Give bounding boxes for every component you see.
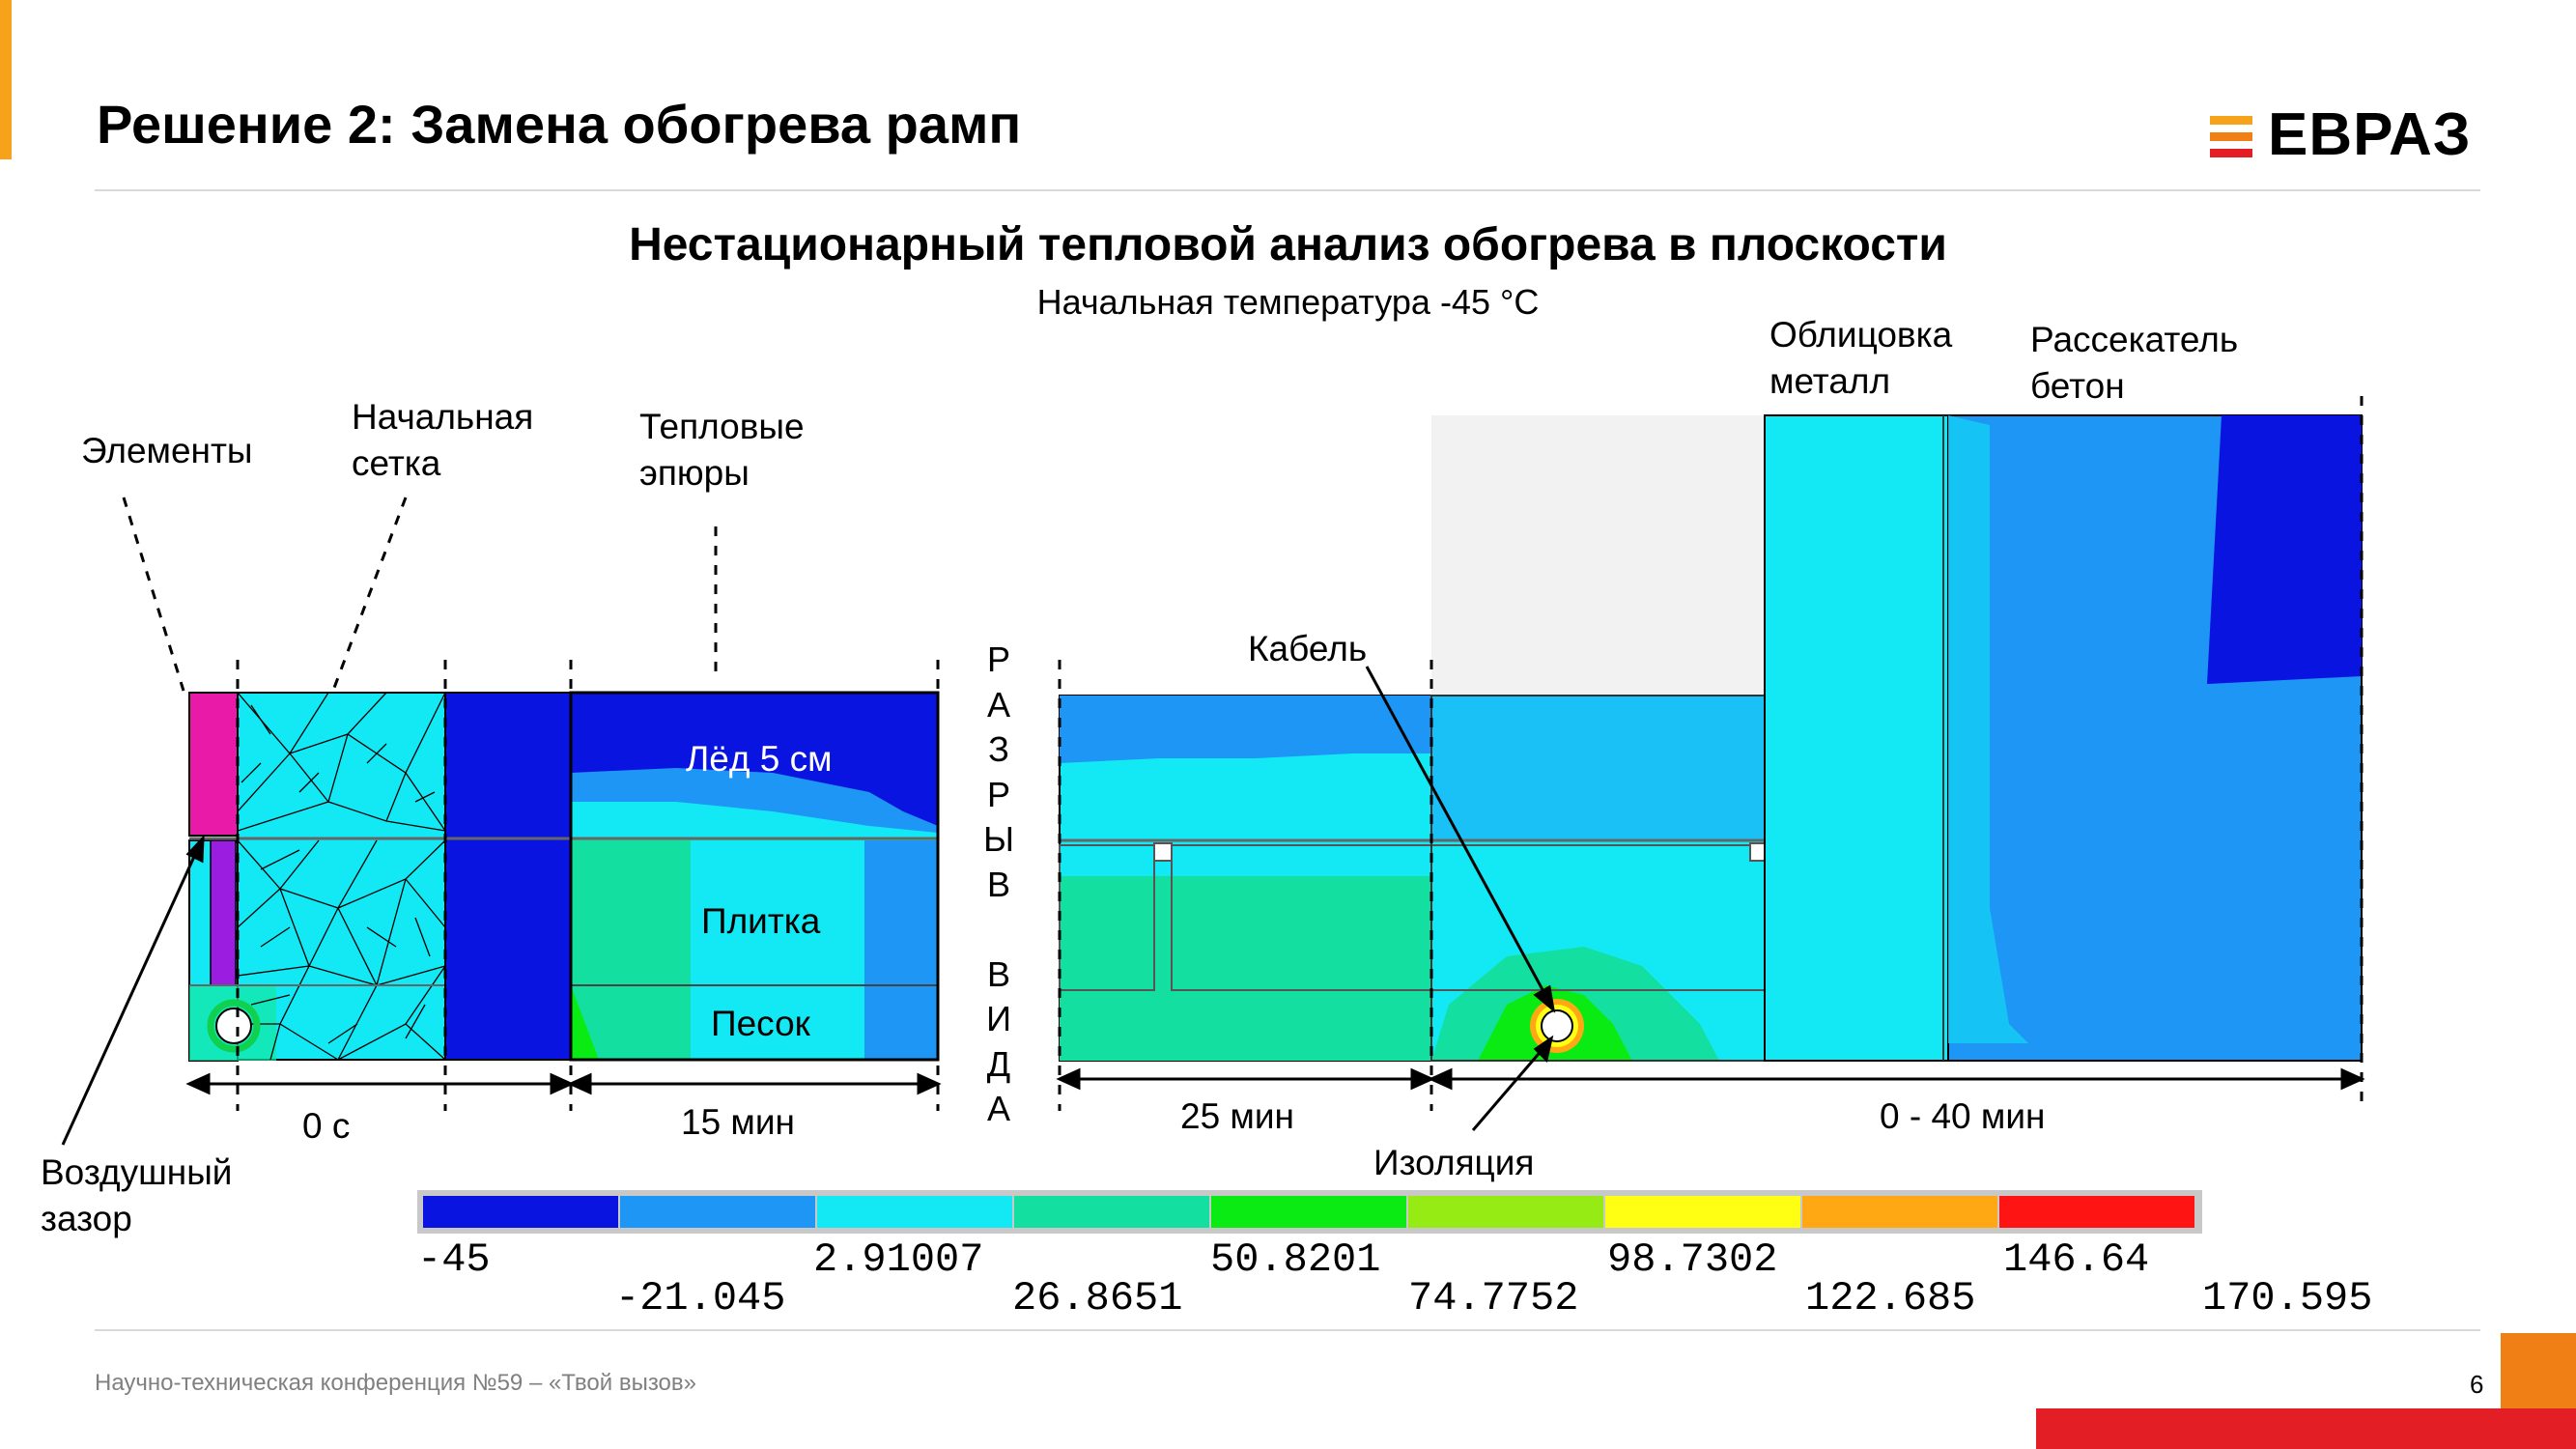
brand-orange-square [2501, 1333, 2576, 1408]
diagram-subheading: Начальная температура -45 °С [1036, 282, 1540, 322]
legend-value-top-4: 146.64 [2003, 1236, 2150, 1283]
slide-title: Решение 2: Замена обогрева рамп [97, 94, 1022, 155]
label-sand: Песок [711, 1004, 810, 1043]
time-label-0: 0 с [302, 1106, 351, 1146]
view-break-letter: В [986, 953, 1010, 994]
footer-text: Научно-техническая конференция №59 – «Тв… [95, 1370, 696, 1396]
logo-stripes-icon [2210, 116, 2252, 157]
view-break-letter: А [986, 1089, 1010, 1128]
view-break-letter: З [988, 729, 1009, 769]
evraz-logo [2210, 108, 2480, 164]
legend-cell-7 [1802, 1196, 1997, 1228]
legend-value-top-2: 50.8201 [1210, 1236, 1381, 1283]
legend-color-bar [417, 1190, 2202, 1234]
label-insulation: Изоляция [1373, 1143, 1535, 1182]
view-break-letter: Р [986, 639, 1010, 679]
view-25min [1059, 695, 1432, 1062]
legend-value-bottom-2: 74.7752 [1408, 1275, 1579, 1321]
view-break-letter [979, 907, 1018, 952]
view-elements-mesh [188, 692, 572, 1062]
footer-divider [95, 1329, 2480, 1331]
view-break-letter: Р [986, 774, 1010, 814]
time-label-2: 25 мин [1180, 1096, 1294, 1136]
label-divider: Рассекатель бетон [2030, 320, 2239, 406]
legend-value-top-1: 2.91007 [813, 1236, 984, 1283]
legend-value-top-0: -45 [417, 1236, 491, 1283]
legend-cell-6 [1605, 1196, 1800, 1228]
view-break-letter: Д [986, 1043, 1011, 1084]
logo-text: ЕВРАЗ [2268, 101, 2472, 168]
legend-value-bottom-1: 26.8651 [1012, 1275, 1183, 1321]
legend-value-bottom-0: -21.045 [615, 1275, 786, 1321]
view-0-40min [1430, 414, 2363, 1062]
label-ice: Лёд 5 см [686, 739, 833, 779]
legend-cell-4 [1211, 1196, 1406, 1228]
page-number: 6 [2470, 1370, 2484, 1399]
label-initial-mesh: Начальная сетка [352, 397, 534, 483]
label-elements: Элементы [81, 431, 253, 470]
header-divider [95, 189, 2480, 191]
legend-value-bottom-3: 122.685 [1805, 1275, 1976, 1321]
view-break-letter: В [986, 864, 1010, 904]
time-label-3: 0 - 40 мин [1880, 1096, 2046, 1136]
legend-value-bottom-4: 170.595 [2202, 1275, 2373, 1321]
legend-cell-0 [423, 1196, 618, 1228]
legend-cell-1 [620, 1196, 815, 1228]
legend-cell-3 [1014, 1196, 1209, 1228]
view-break-letter: И [986, 999, 1011, 1038]
diagram-heading: Нестационарный тепловой анализ обогрева … [629, 219, 1947, 270]
time-label-1: 15 мин [681, 1102, 795, 1142]
label-thermal-plots: Тепловые эпюры [639, 407, 805, 493]
legend-cell-2 [817, 1196, 1012, 1228]
view-break-letter: Ы [983, 819, 1014, 859]
legend-cell-8 [1999, 1196, 2194, 1228]
accent-bar [0, 0, 12, 159]
legend-value-top-3: 98.7302 [1607, 1236, 1778, 1283]
label-cable: Кабель [1248, 629, 1368, 668]
label-air-gap: Воздушный зазор [41, 1152, 233, 1238]
brand-red-bar [2036, 1408, 2576, 1449]
label-tile: Плитка [701, 901, 821, 941]
view-15min [569, 691, 940, 1062]
view-break-letter: А [986, 684, 1010, 724]
legend-cell-5 [1408, 1196, 1603, 1228]
label-cladding: Облицовка металл [1769, 315, 1953, 401]
